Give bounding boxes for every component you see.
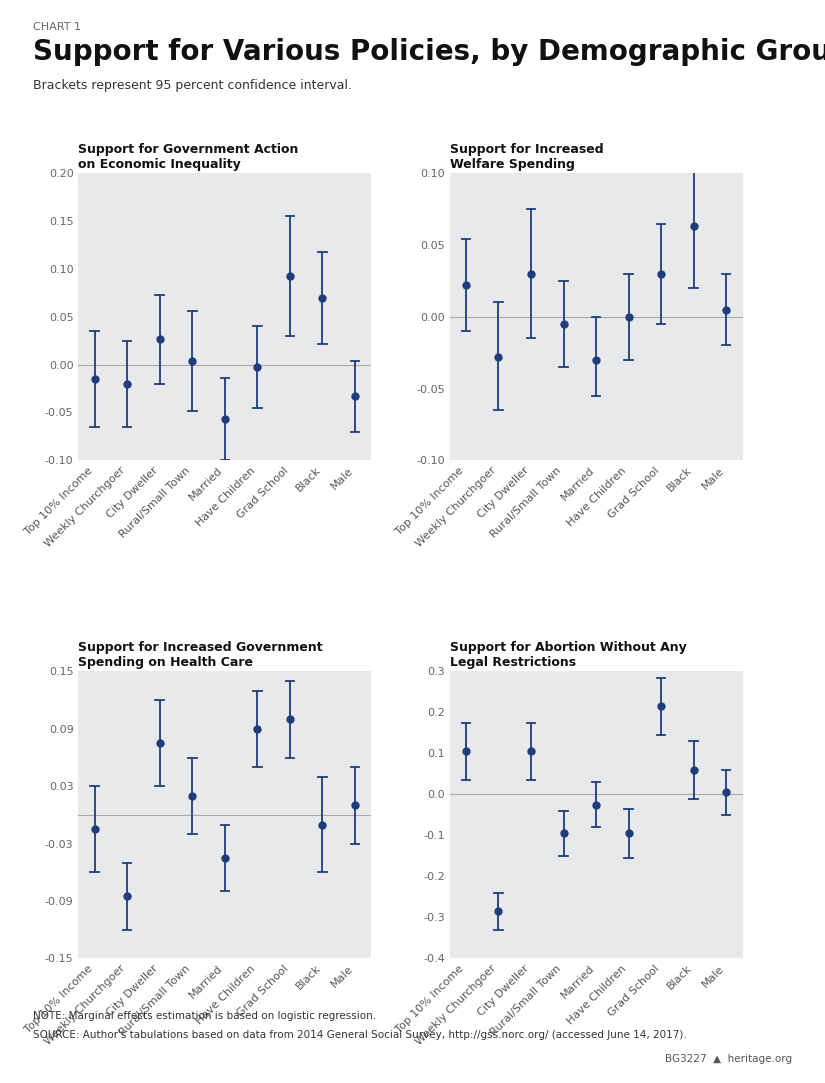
Text: Support for Increased
Welfare Spending: Support for Increased Welfare Spending bbox=[450, 143, 603, 171]
Text: SOURCE: Author's tabulations based on data from 2014 General Social Survey, http: SOURCE: Author's tabulations based on da… bbox=[33, 1030, 686, 1040]
Text: Brackets represent 95 percent confidence interval.: Brackets represent 95 percent confidence… bbox=[33, 79, 352, 92]
Text: Support for Government Action
on Economic Inequality: Support for Government Action on Economi… bbox=[78, 143, 299, 171]
Text: Support for Increased Government
Spending on Health Care: Support for Increased Government Spendin… bbox=[78, 641, 323, 669]
Text: CHART 1: CHART 1 bbox=[33, 22, 81, 31]
Text: NOTE: Marginal effects estimation is based on logistic regression.: NOTE: Marginal effects estimation is bas… bbox=[33, 1012, 376, 1021]
Text: Support for Various Policies, by Demographic Group: Support for Various Policies, by Demogra… bbox=[33, 38, 825, 66]
Text: BG3227  ▲  heritage.org: BG3227 ▲ heritage.org bbox=[665, 1054, 792, 1064]
Text: Support for Abortion Without Any
Legal Restrictions: Support for Abortion Without Any Legal R… bbox=[450, 641, 686, 669]
